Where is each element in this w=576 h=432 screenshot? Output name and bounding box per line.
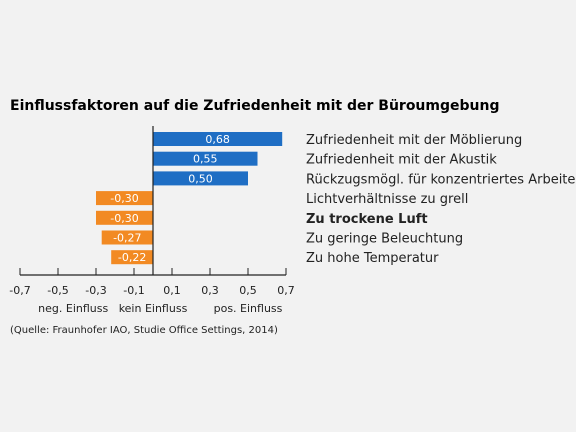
- source-note: (Quelle: Fraunhofer IAO, Studie Office S…: [10, 325, 278, 336]
- bar-value-label: 0,55: [193, 153, 218, 166]
- x-tick-label: 0,1: [163, 284, 181, 297]
- category-label: Zu trockene Luft: [306, 212, 428, 227]
- x-tick-label: -0,5: [47, 284, 68, 297]
- bar-value-label: -0,30: [110, 212, 138, 225]
- x-tick-label: 0,3: [201, 284, 219, 297]
- bar-value-label: -0,27: [113, 232, 141, 245]
- axis-annotation: neg. Einfluss: [38, 302, 108, 315]
- bar-value-label: -0,22: [118, 251, 146, 264]
- category-label: Zufriedenheit mit der Akustik: [306, 153, 497, 168]
- bar: [153, 132, 283, 146]
- bar-value-label: 0,68: [205, 133, 230, 146]
- category-label: Zu hohe Temperatur: [306, 251, 439, 266]
- axes-group: -0,7 -0,5 -0,3 -0,1 0,1 0,3 0,5 0,7 neg. Einflus…: [9, 126, 295, 315]
- bar-value-label: 0,50: [188, 172, 213, 185]
- axis-annotation: pos. Einfluss: [214, 302, 283, 315]
- x-tick-label: -0,1: [123, 284, 144, 297]
- chart-title: Einflussfaktoren auf die Zufriedenheit m…: [10, 98, 499, 114]
- bar: [96, 191, 153, 206]
- axis-annotation: kein Einfluss: [119, 302, 188, 315]
- bar: [153, 171, 248, 186]
- category-label: Zu geringe Beleuchtung: [306, 232, 463, 247]
- bar: [153, 151, 258, 166]
- x-tick-label: -0,3: [85, 284, 106, 297]
- category-label: Zufriedenheit mit der Möblierung: [306, 133, 522, 148]
- bar: [96, 210, 153, 225]
- bar: [101, 230, 153, 245]
- x-tick-label: -0,7: [9, 284, 30, 297]
- x-tick-label: 0,5: [239, 284, 257, 297]
- category-label: Lichtverhältnisse zu grell: [306, 192, 468, 207]
- bar-value-label: -0,30: [110, 192, 138, 205]
- x-tick-label: 0,7: [277, 284, 295, 297]
- bars-group: 0,68 Zufriedenheit mit der Möblierung 0,55…: [96, 132, 576, 266]
- bar: [111, 250, 153, 265]
- category-label: Rückzugsmögl. für konzentriertes Arbeite…: [306, 172, 576, 187]
